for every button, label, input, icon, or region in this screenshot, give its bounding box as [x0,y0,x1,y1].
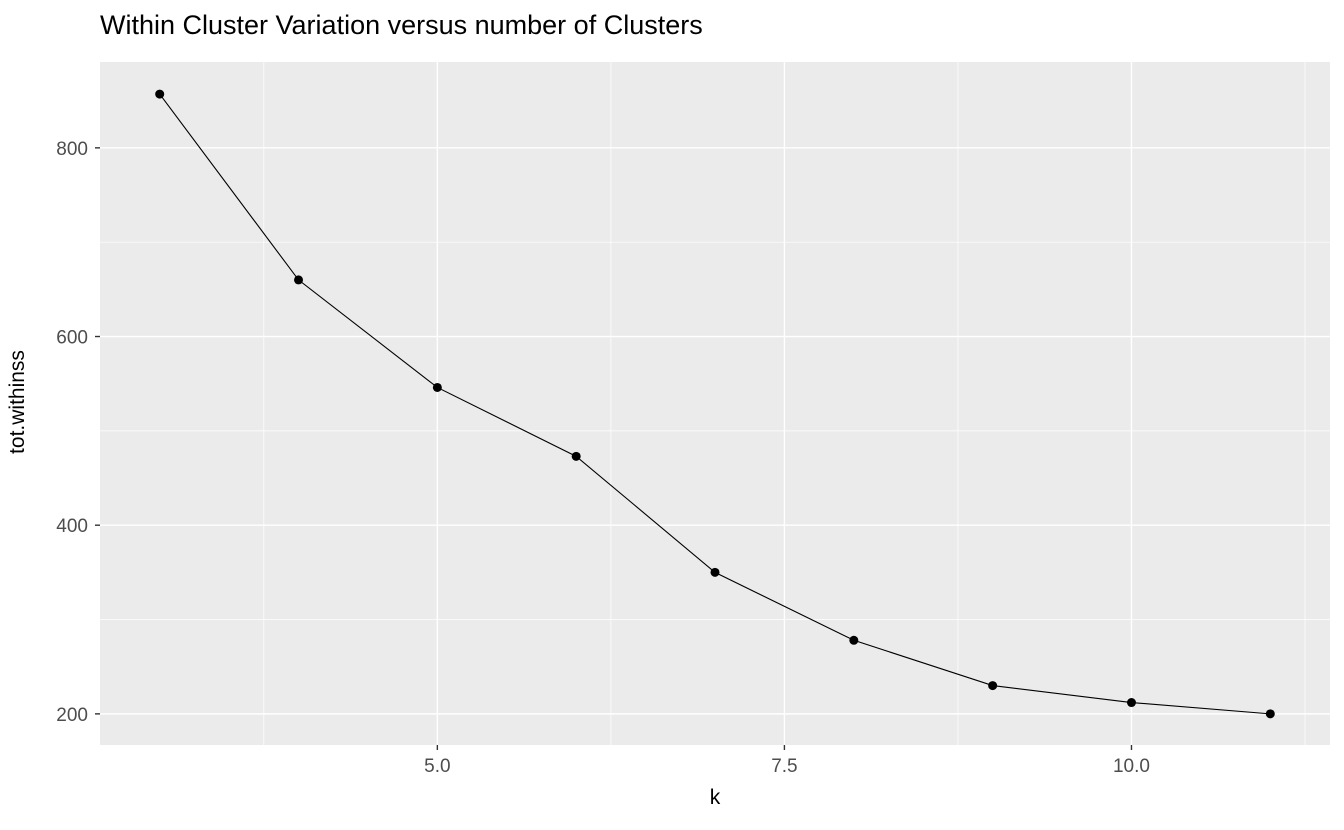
data-point [155,89,165,99]
data-point [1126,698,1136,708]
y-tick-label: 600 [56,328,88,349]
data-point [571,451,581,461]
y-tick-label: 400 [56,516,88,537]
x-tick-label: 5.0 [424,756,450,777]
y-tick-label: 800 [56,139,88,160]
x-axis-title: k [709,786,721,809]
chart-title: Within Cluster Variation versus number o… [100,10,703,40]
x-tick-label: 10.0 [1113,756,1150,777]
data-point [849,635,859,645]
data-point [1265,709,1275,719]
data-point [988,681,998,691]
data-point [710,567,720,577]
data-point [294,275,304,285]
x-tick-label: 7.5 [771,756,797,777]
data-point [432,382,442,392]
panel-background [100,62,1330,745]
y-tick-label: 200 [56,705,88,726]
